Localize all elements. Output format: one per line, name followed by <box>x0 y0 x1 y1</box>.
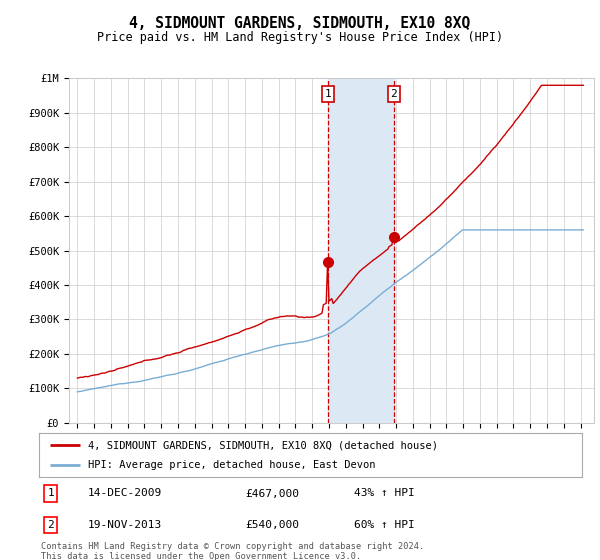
Text: 19-NOV-2013: 19-NOV-2013 <box>88 520 162 530</box>
Text: Price paid vs. HM Land Registry's House Price Index (HPI): Price paid vs. HM Land Registry's House … <box>97 31 503 44</box>
Text: 1: 1 <box>325 88 332 99</box>
Text: HPI: Average price, detached house, East Devon: HPI: Average price, detached house, East… <box>88 460 376 470</box>
Text: £540,000: £540,000 <box>245 520 299 530</box>
Text: Contains HM Land Registry data © Crown copyright and database right 2024.
This d: Contains HM Land Registry data © Crown c… <box>41 542 424 560</box>
Text: £467,000: £467,000 <box>245 488 299 498</box>
Text: 14-DEC-2009: 14-DEC-2009 <box>88 488 162 498</box>
Text: 4, SIDMOUNT GARDENS, SIDMOUTH, EX10 8XQ (detached house): 4, SIDMOUNT GARDENS, SIDMOUTH, EX10 8XQ … <box>88 440 438 450</box>
Text: 43% ↑ HPI: 43% ↑ HPI <box>354 488 415 498</box>
Text: 2: 2 <box>47 520 55 530</box>
Text: 4, SIDMOUNT GARDENS, SIDMOUTH, EX10 8XQ: 4, SIDMOUNT GARDENS, SIDMOUTH, EX10 8XQ <box>130 16 470 31</box>
Text: 60% ↑ HPI: 60% ↑ HPI <box>354 520 415 530</box>
Text: 1: 1 <box>47 488 55 498</box>
Bar <box>328 78 394 423</box>
Text: 2: 2 <box>391 88 397 99</box>
